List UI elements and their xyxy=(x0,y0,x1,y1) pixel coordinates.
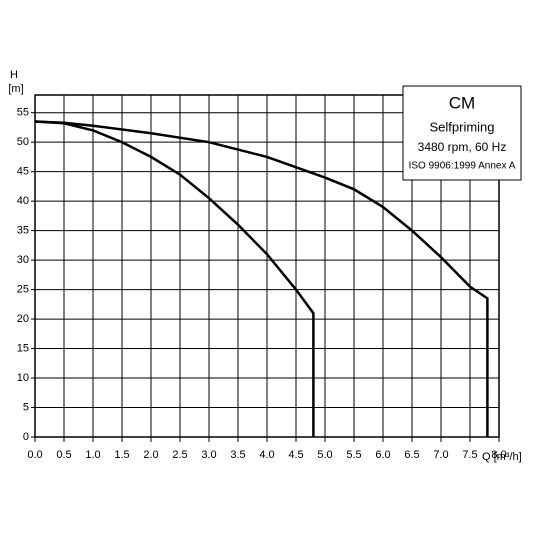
x-tick-label: 2.0 xyxy=(143,449,158,461)
x-tick-label: 3.0 xyxy=(201,449,216,461)
y-axis-label: H xyxy=(10,69,18,81)
x-tick-label: 7.5 xyxy=(462,449,477,461)
chart-subtitle: Selfpriming xyxy=(429,119,494,134)
y-tick-label: 35 xyxy=(17,225,29,237)
x-tick-label: 6.5 xyxy=(404,449,419,461)
x-tick-label: 3.5 xyxy=(230,449,245,461)
x-axis-label: Q [m³/h] xyxy=(482,451,522,463)
y-tick-label: 55 xyxy=(17,107,29,119)
x-tick-label: 0.0 xyxy=(27,449,42,461)
x-tick-label: 0.5 xyxy=(56,449,71,461)
x-tick-label: 4.5 xyxy=(288,449,303,461)
curve xyxy=(34,120,315,437)
x-tick-label: 6.0 xyxy=(375,449,390,461)
y-tick-label: 40 xyxy=(17,195,29,207)
curve xyxy=(34,120,489,437)
x-tick-label: 8.0 xyxy=(491,449,506,461)
legend-box xyxy=(402,85,522,181)
y-tick-label: 15 xyxy=(17,342,29,354)
y-tick-label: 0 xyxy=(23,431,29,443)
x-tick-label: 2.5 xyxy=(172,449,187,461)
x-tick-label: 1.5 xyxy=(114,449,129,461)
y-tick-label: 10 xyxy=(17,372,29,384)
y-tick-label: 50 xyxy=(17,136,29,148)
y-tick-label: 20 xyxy=(17,313,29,325)
standard-label: ISO 9906:1999 Annex A xyxy=(409,161,516,172)
y-tick-label: 25 xyxy=(17,283,29,295)
speed-label: 3480 rpm, 60 Hz xyxy=(418,140,507,154)
y-axis-unit: [m] xyxy=(8,83,23,95)
x-tick-label: 5.5 xyxy=(346,449,361,461)
x-tick-label: 7.0 xyxy=(433,449,448,461)
chart-title: CM xyxy=(449,93,475,112)
x-tick-label: 5.0 xyxy=(317,449,332,461)
y-tick-label: 30 xyxy=(17,254,29,266)
x-tick-label: 1.0 xyxy=(85,449,100,461)
x-tick-label: 4.0 xyxy=(259,449,274,461)
y-tick-label: 45 xyxy=(17,166,29,178)
y-tick-label: 5 xyxy=(23,401,29,413)
